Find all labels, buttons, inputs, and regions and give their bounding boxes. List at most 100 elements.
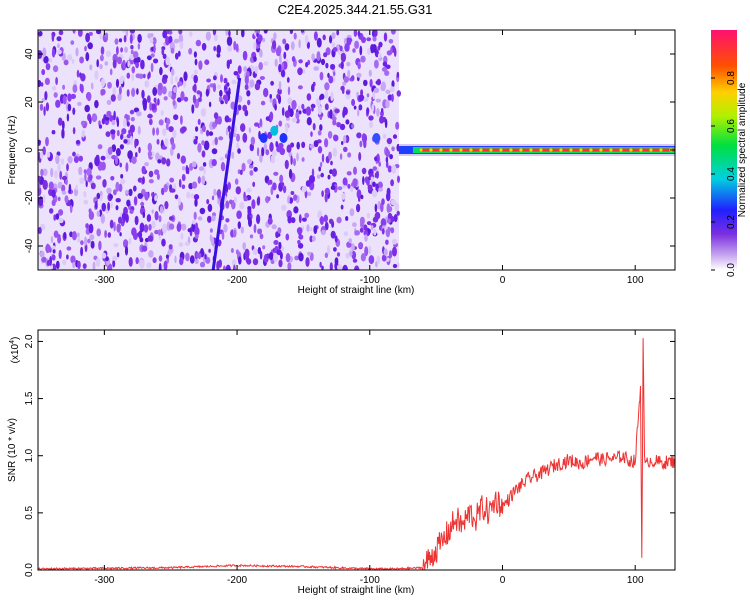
noise-cell [67, 93, 72, 102]
noise-cell [244, 248, 250, 259]
noise-cell [385, 99, 390, 109]
noise-cell [119, 76, 124, 85]
noise-cell [125, 162, 129, 172]
y-tick-label: 0 [24, 147, 35, 153]
noise-cell [301, 217, 307, 222]
noise-cell [81, 129, 86, 138]
signal-band-dot [539, 148, 543, 152]
noise-cell [123, 139, 128, 144]
noise-cell [358, 152, 362, 161]
noise-cell [262, 37, 266, 43]
noise-cell [396, 90, 401, 97]
noise-cell [290, 142, 295, 148]
noise-cell [343, 135, 347, 144]
noise-cell [193, 211, 197, 220]
signal-band-dot [609, 148, 613, 152]
noise-cell [38, 30, 43, 37]
noise-cell [329, 262, 333, 270]
noise-cell [324, 138, 329, 148]
noise-cell [348, 238, 353, 244]
noise-cell [39, 103, 44, 111]
noise-cell [124, 189, 129, 195]
noise-cell [356, 203, 361, 213]
noise-cell [324, 82, 330, 91]
noise-cell [173, 114, 179, 121]
noise-cell [211, 215, 216, 222]
noise-cell [273, 252, 279, 263]
noise-cell [179, 41, 184, 50]
noise-cell [198, 60, 203, 70]
noise-cell [311, 235, 316, 242]
noise-cell [55, 213, 60, 220]
noise-cell [70, 93, 77, 100]
noise-cell [236, 210, 242, 219]
noise-cell [51, 85, 57, 91]
noise-cell [256, 147, 260, 157]
noise-cell [128, 237, 132, 245]
noise-cell [55, 77, 58, 85]
noise-cell [145, 80, 150, 88]
noise-cell [297, 240, 301, 245]
noise-cell [181, 174, 186, 182]
noise-cell [85, 223, 89, 229]
noise-cell [89, 64, 93, 71]
noise-cell [175, 52, 179, 60]
noise-cell [102, 179, 107, 188]
noise-cell [267, 217, 273, 225]
noise-cell [154, 169, 160, 175]
noise-cell [396, 71, 400, 78]
signal-band-dot [519, 148, 523, 152]
noise-cell [66, 246, 72, 251]
noise-cell [131, 66, 136, 74]
noise-cell [360, 253, 366, 262]
noise-cell [385, 149, 391, 158]
noise-cell [278, 63, 282, 73]
noise-cell [367, 228, 371, 234]
noise-cell [153, 58, 159, 64]
noise-cell [381, 228, 385, 235]
spectrogram-marks [38, 30, 675, 270]
noise-cell [53, 65, 59, 73]
noise-cell [372, 36, 377, 42]
noise-cell [290, 155, 293, 165]
noise-cell [278, 142, 284, 149]
noise-cell [181, 223, 187, 231]
noise-cell [97, 144, 103, 150]
noise-cell [381, 108, 384, 113]
noise-cell [270, 154, 276, 164]
noise-cell [162, 86, 167, 95]
noise-cell [298, 59, 303, 64]
noise-cell [194, 234, 199, 239]
noise-cell [337, 186, 343, 191]
noise-cell [268, 252, 274, 261]
chart-title: C2E4.2025.344.21.55.G31 [277, 2, 433, 17]
noise-cell [333, 134, 339, 142]
noise-cell [257, 228, 263, 235]
snr-y-ticks: 0.0 0.5 1.0 1.5 2.0 [24, 334, 675, 577]
signal-blob [270, 125, 279, 136]
noise-cell [320, 172, 325, 178]
noise-cell [43, 106, 46, 116]
noise-cell [205, 88, 210, 97]
noise-cell [147, 33, 152, 39]
noise-cell [135, 61, 140, 69]
noise-cell [276, 93, 280, 100]
noise-cell [205, 129, 210, 137]
noise-cell [62, 175, 68, 181]
noise-cell [386, 218, 391, 224]
noise-cell [225, 218, 230, 223]
diagonal-streak [211, 77, 242, 270]
noise-cell [188, 48, 193, 55]
y-tick-label: 1.5 [24, 391, 35, 405]
snr-panel: -300 -200 -100 0 100 0.0 0.5 1.0 1.5 2.0 Height … [7, 329, 676, 596]
noise-cell [223, 265, 226, 270]
noise-cell [68, 183, 72, 194]
noise-cell [173, 38, 179, 44]
noise-cell [237, 169, 241, 175]
noise-cell [278, 120, 283, 127]
noise-cell [55, 154, 60, 165]
noise-cell [99, 63, 103, 70]
noise-cell [129, 109, 135, 115]
noise-cell [345, 90, 351, 95]
noise-cell [53, 92, 58, 98]
